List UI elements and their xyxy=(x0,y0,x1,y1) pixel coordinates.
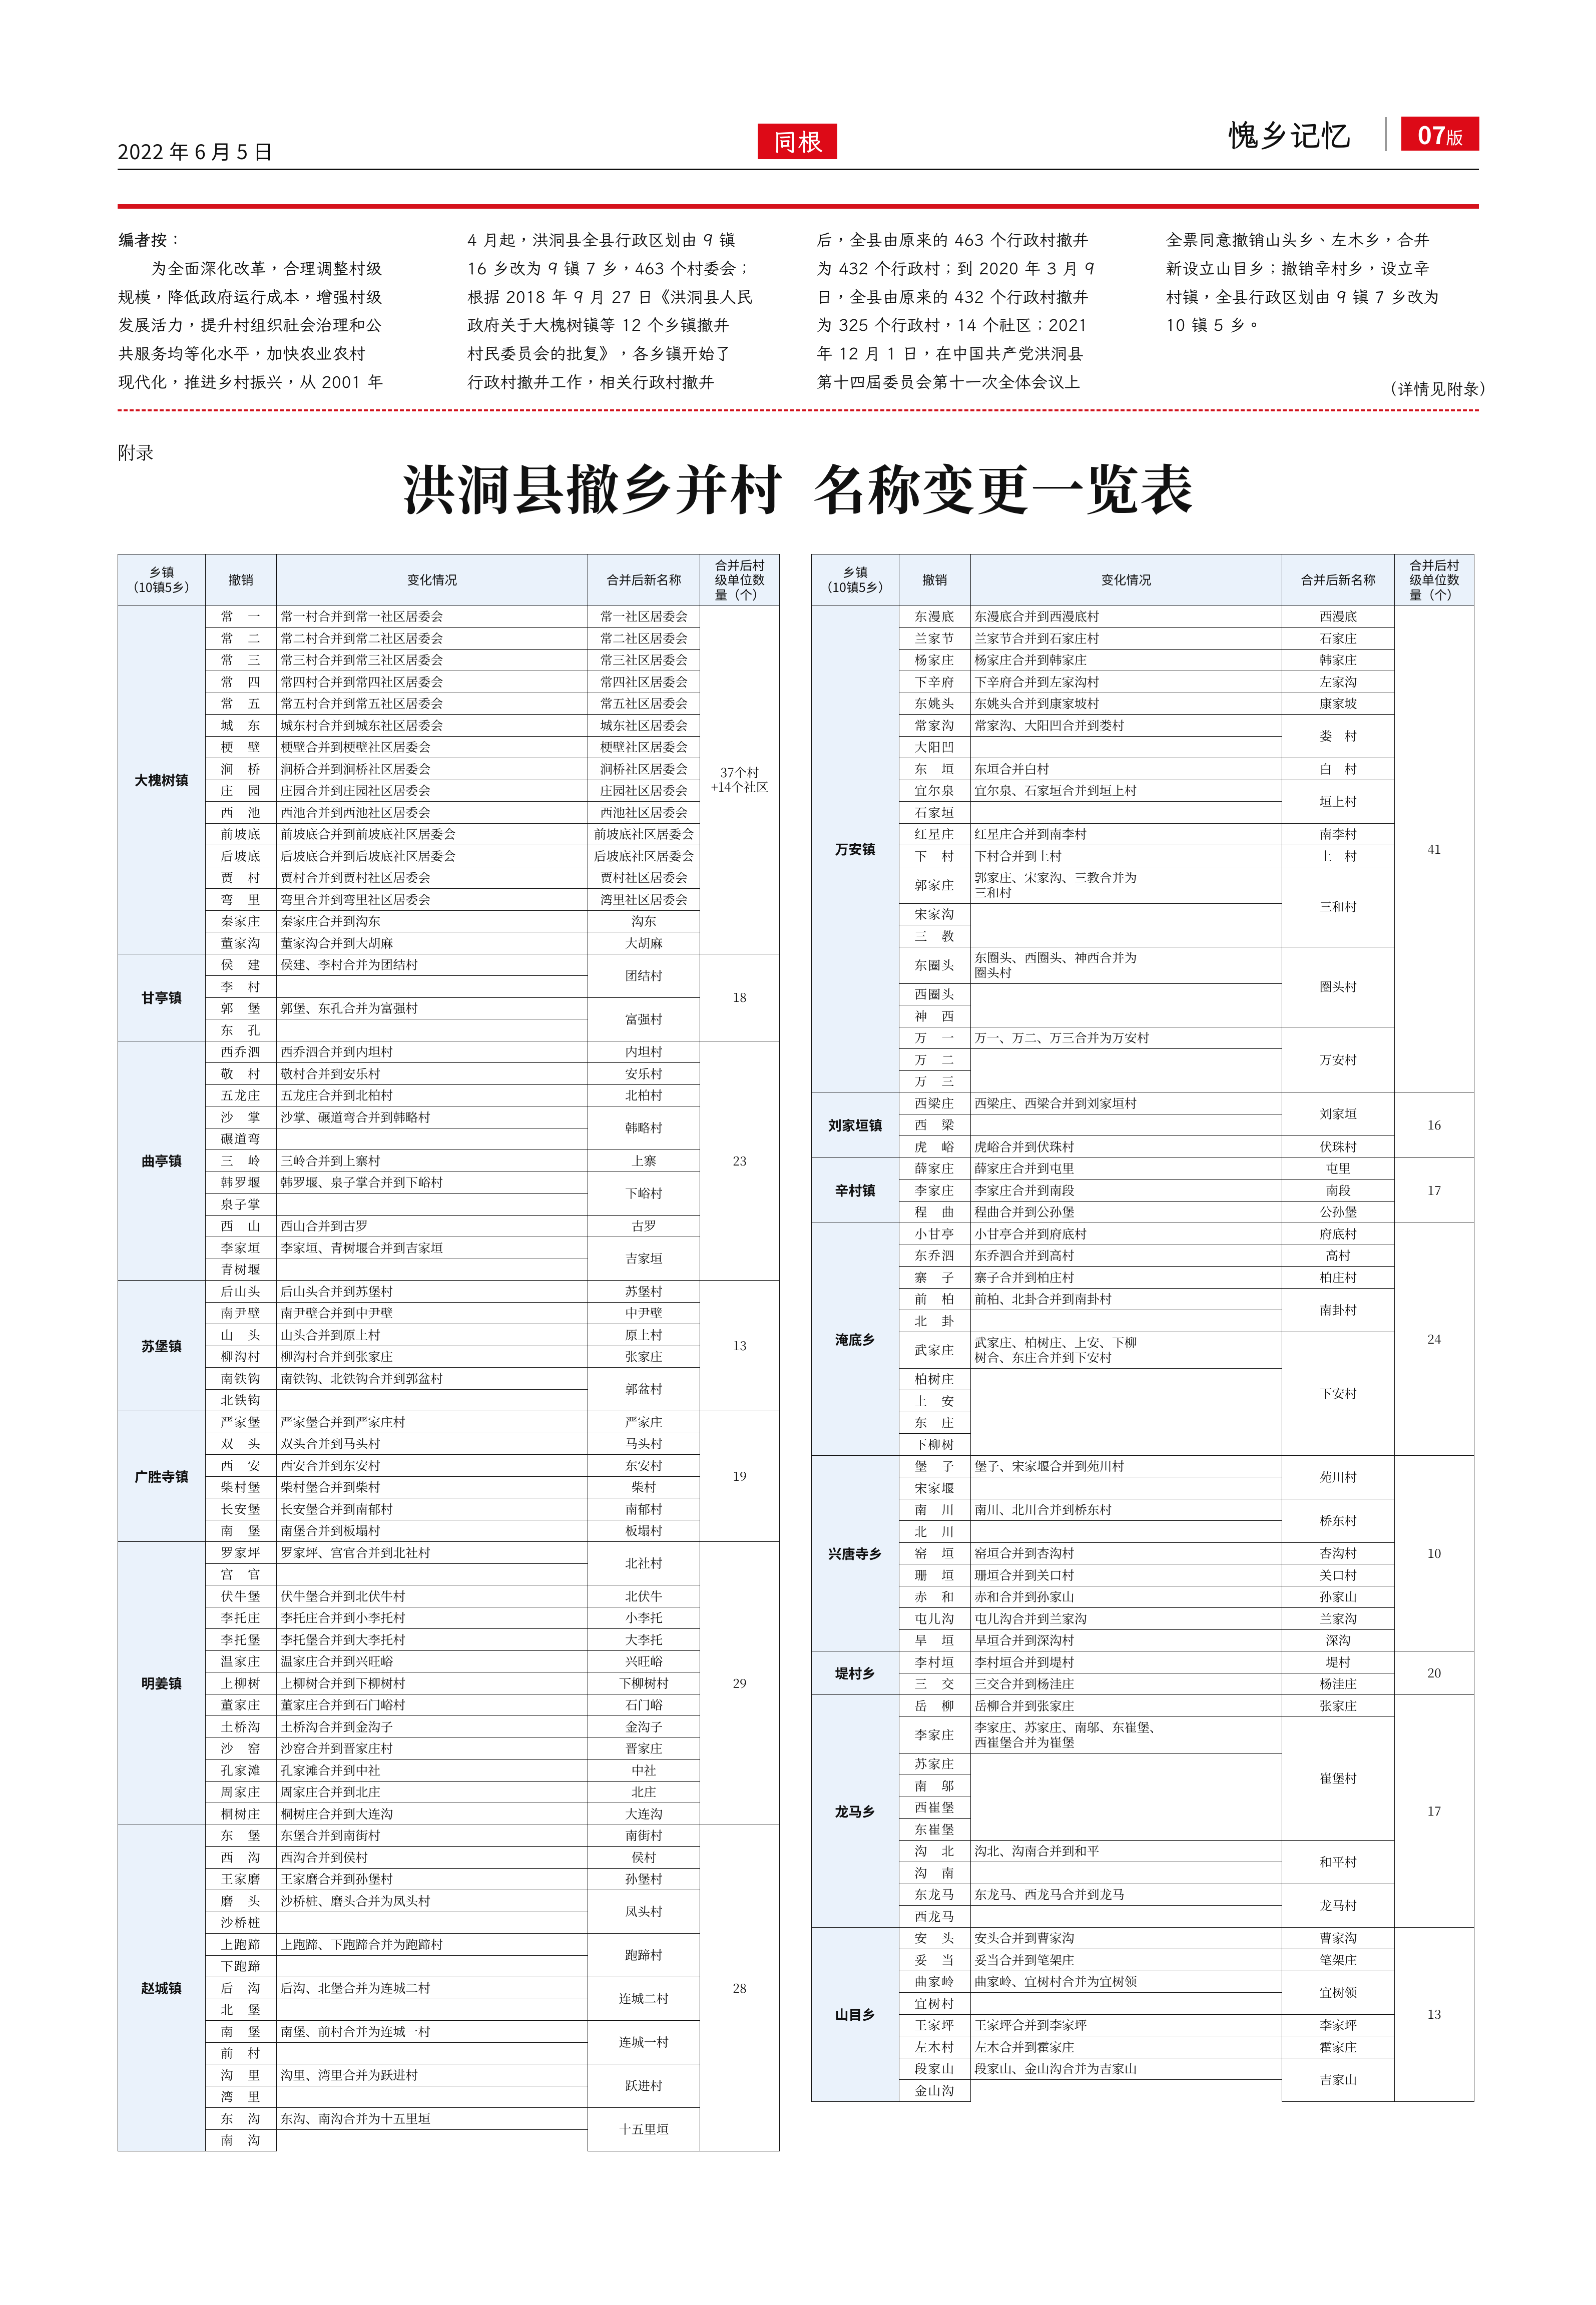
svg-text:同根: 同根 xyxy=(773,125,823,158)
